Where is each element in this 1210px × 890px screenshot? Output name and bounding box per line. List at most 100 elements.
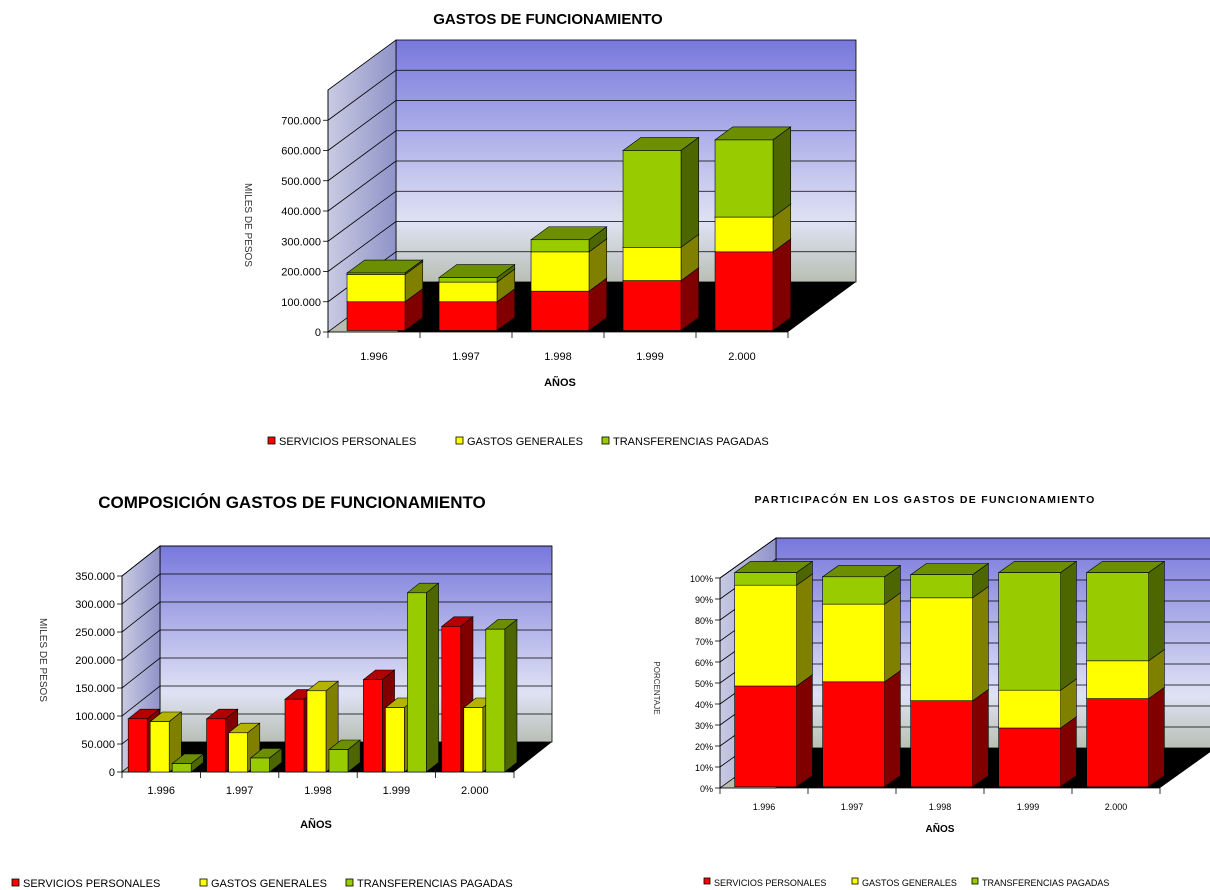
legend-label-personales: SERVICIOS PERSONALES: [714, 878, 826, 888]
x-tick-label: 1.996: [360, 351, 388, 363]
y-tick-label: 700.000: [281, 115, 321, 127]
x-tick-label: 1.997: [226, 785, 254, 797]
gridline: [327, 130, 856, 182]
y-tick-label: 300.000: [75, 599, 115, 611]
y-tick-label: 500.000: [281, 176, 321, 188]
legend-swatch-personales: [11, 878, 20, 887]
legend-swatch-transferencias: [971, 877, 979, 885]
legend-label-transferencias: TRANSFERENCIAS PAGADAS: [357, 878, 513, 890]
legend-swatch-personales: [267, 436, 276, 445]
y-tick-label: 0: [315, 327, 321, 339]
chart-title-top: GASTOS DE FUNCIONAMIENTO: [433, 11, 663, 28]
gridline: [327, 190, 856, 242]
y-tick-label: 80%: [695, 616, 713, 626]
bar-transferencias: [249, 747, 283, 773]
y-tick-label: 150.000: [75, 683, 115, 695]
legend-swatch-generales: [199, 878, 208, 887]
x-axis-label-left: AÑOS: [300, 818, 332, 831]
bar-generales: [821, 592, 902, 683]
chart-right: 0% 10% 20% 30% 40% 50% 60% 70% 80% 90% 100% 1.996 1.…: [690, 537, 1210, 888]
x-tick-label: 1.998: [544, 351, 572, 363]
bar-transferencias: [346, 259, 424, 276]
y-tick-label: 0%: [700, 784, 713, 794]
chart-title-left: COMPOSICIÓN GASTOS DE FUNCIONAMIENTO: [98, 493, 486, 512]
bar-transferencias: [821, 565, 902, 605]
bar-transferencias: [1085, 560, 1166, 662]
y-tick-label: 200.000: [281, 267, 321, 279]
y-tick-label: 100.000: [281, 297, 321, 309]
y-tick-label: 50%: [695, 679, 713, 689]
chart-left: 0 50.000 100.000 150.000 200.000 250.000 300.0…: [11, 545, 553, 890]
x-tick-label: 2.000: [1105, 802, 1128, 812]
bar-generales: [909, 586, 990, 702]
bar-personales: [714, 238, 792, 332]
gridline: [327, 69, 856, 121]
x-tick-label: 2.000: [461, 785, 489, 797]
bar-transferencias: [484, 618, 518, 773]
y-tick-label: 70%: [695, 637, 713, 647]
y-tick-label: 350.000: [75, 571, 115, 583]
y-tick-label: 60%: [695, 658, 713, 668]
bar-transferencias: [328, 739, 362, 773]
y-tick-label: 0: [109, 767, 115, 779]
x-axis-label-right: AÑOS: [926, 822, 955, 835]
x-tick-label: 2.000: [728, 351, 756, 363]
x-tick-label: 1.998: [929, 802, 952, 812]
bar-personales: [1085, 686, 1166, 788]
gridline: [327, 221, 856, 272]
legend-swatch-generales: [851, 877, 859, 885]
y-tick-label: 20%: [695, 742, 713, 752]
y-axis-label-left: MILES DE PESOS: [37, 618, 48, 702]
bar-personales: [821, 670, 902, 788]
bar-transferencias: [909, 562, 990, 599]
bar-transferencias: [997, 560, 1078, 691]
y-tick-label: 600.000: [281, 146, 321, 158]
gridline: [121, 573, 552, 605]
bar-transferencias: [733, 560, 814, 586]
legend-label-transferencias: TRANSFERENCIAS PAGADAS: [982, 878, 1109, 888]
x-tick-label: 1.996: [147, 785, 175, 797]
x-tick-label: 1.999: [636, 351, 664, 363]
legend-swatch-transferencias: [345, 878, 354, 887]
bar-personales: [909, 688, 990, 788]
bar-generales: [733, 573, 814, 687]
gridline: [327, 100, 856, 151]
bar-transferencias: [171, 753, 205, 773]
y-tick-label: 30%: [695, 721, 713, 731]
legend-label-generales: GASTOS GENERALES: [211, 878, 327, 890]
x-tick-label: 1.998: [304, 785, 332, 797]
legend-swatch-personales: [703, 877, 711, 885]
bar-generales: [149, 711, 183, 773]
x-tick-label: 1.997: [452, 351, 480, 363]
gridline: [327, 160, 856, 212]
legend-swatch-transferencias: [601, 436, 610, 445]
x-axis-label-top: AÑOS: [544, 376, 576, 389]
gridline: [719, 537, 1210, 579]
y-tick-label: 50.000: [81, 739, 115, 751]
legend-label-generales: GASTOS GENERALES: [862, 878, 957, 888]
legend-label-personales: SERVICIOS PERSONALES: [279, 436, 416, 448]
y-axis-label-top: MILES DE PESOS: [242, 183, 253, 267]
y-tick-label: 40%: [695, 700, 713, 710]
y-tick-label: 300.000: [281, 236, 321, 248]
bar-transferencias: [714, 126, 792, 218]
x-tick-label: 1.999: [1017, 802, 1040, 812]
bar-transferencias: [406, 582, 440, 773]
legend-label-transferencias: TRANSFERENCIAS PAGADAS: [613, 436, 769, 448]
bar-transferencias: [438, 263, 516, 283]
y-axis-label-right: PORCENTAJE: [652, 661, 661, 714]
bar-transferencias: [622, 136, 700, 248]
y-tick-label: 100.000: [75, 711, 115, 723]
legend-swatch-generales: [455, 436, 464, 445]
y-tick-label: 90%: [695, 595, 713, 605]
y-tick-label: 400.000: [281, 206, 321, 218]
legend-label-personales: SERVICIOS PERSONALES: [23, 878, 160, 890]
legend-label-generales: GASTOS GENERALES: [467, 436, 583, 448]
chart-title-right: PARTICIPACÓN EN LOS GASTOS DE FUNCIONAMI…: [754, 493, 1095, 506]
y-tick-label: 200.000: [75, 655, 115, 667]
x-tick-label: 1.999: [383, 785, 411, 797]
gridline: [121, 545, 552, 577]
chart-top: 0 100.000 200.000 300.000 400.000 500.000 600.…: [267, 39, 857, 448]
y-tick-label: 250.000: [75, 627, 115, 639]
